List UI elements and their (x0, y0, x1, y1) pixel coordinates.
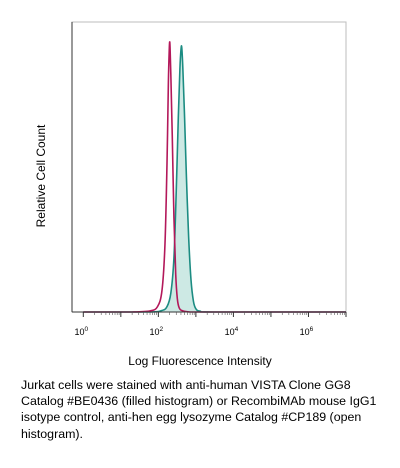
x-tick-label-exponent: 0 (84, 326, 88, 333)
y-axis-label: Relative Cell Count (34, 124, 48, 227)
plot-frame (71, 21, 347, 313)
x-tick-label: 104 (225, 326, 239, 337)
x-tick-label-exponent: 6 (310, 326, 314, 333)
x-tick-label: 106 (300, 326, 314, 337)
x-axis-ticks (82, 312, 347, 317)
filled-histogram-line (83, 45, 346, 313)
open-histogram-line (83, 41, 346, 313)
x-tick-label-base: 10 (300, 327, 310, 337)
x-tick-label-exponent: 4 (235, 326, 239, 333)
x-tick-label-base: 10 (225, 327, 235, 337)
filled-histogram-area (83, 45, 347, 313)
flow-histogram-chart: 100 102 104 106 Relative Cell Count Log Flu… (34, 21, 347, 368)
figure-caption: Jurkat cells were stained with anti-huma… (21, 378, 377, 441)
x-axis-tick-labels: 100 102 104 106 (74, 326, 313, 337)
x-tick-label-base: 10 (150, 327, 160, 337)
plot-area (71, 21, 347, 313)
x-tick-label-base: 10 (74, 327, 84, 337)
x-axis-label: Log Fluorescence Intensity (128, 354, 271, 368)
x-tick-label: 102 (150, 326, 164, 337)
x-tick-label: 100 (74, 326, 88, 337)
x-tick-label-exponent: 2 (160, 326, 164, 333)
